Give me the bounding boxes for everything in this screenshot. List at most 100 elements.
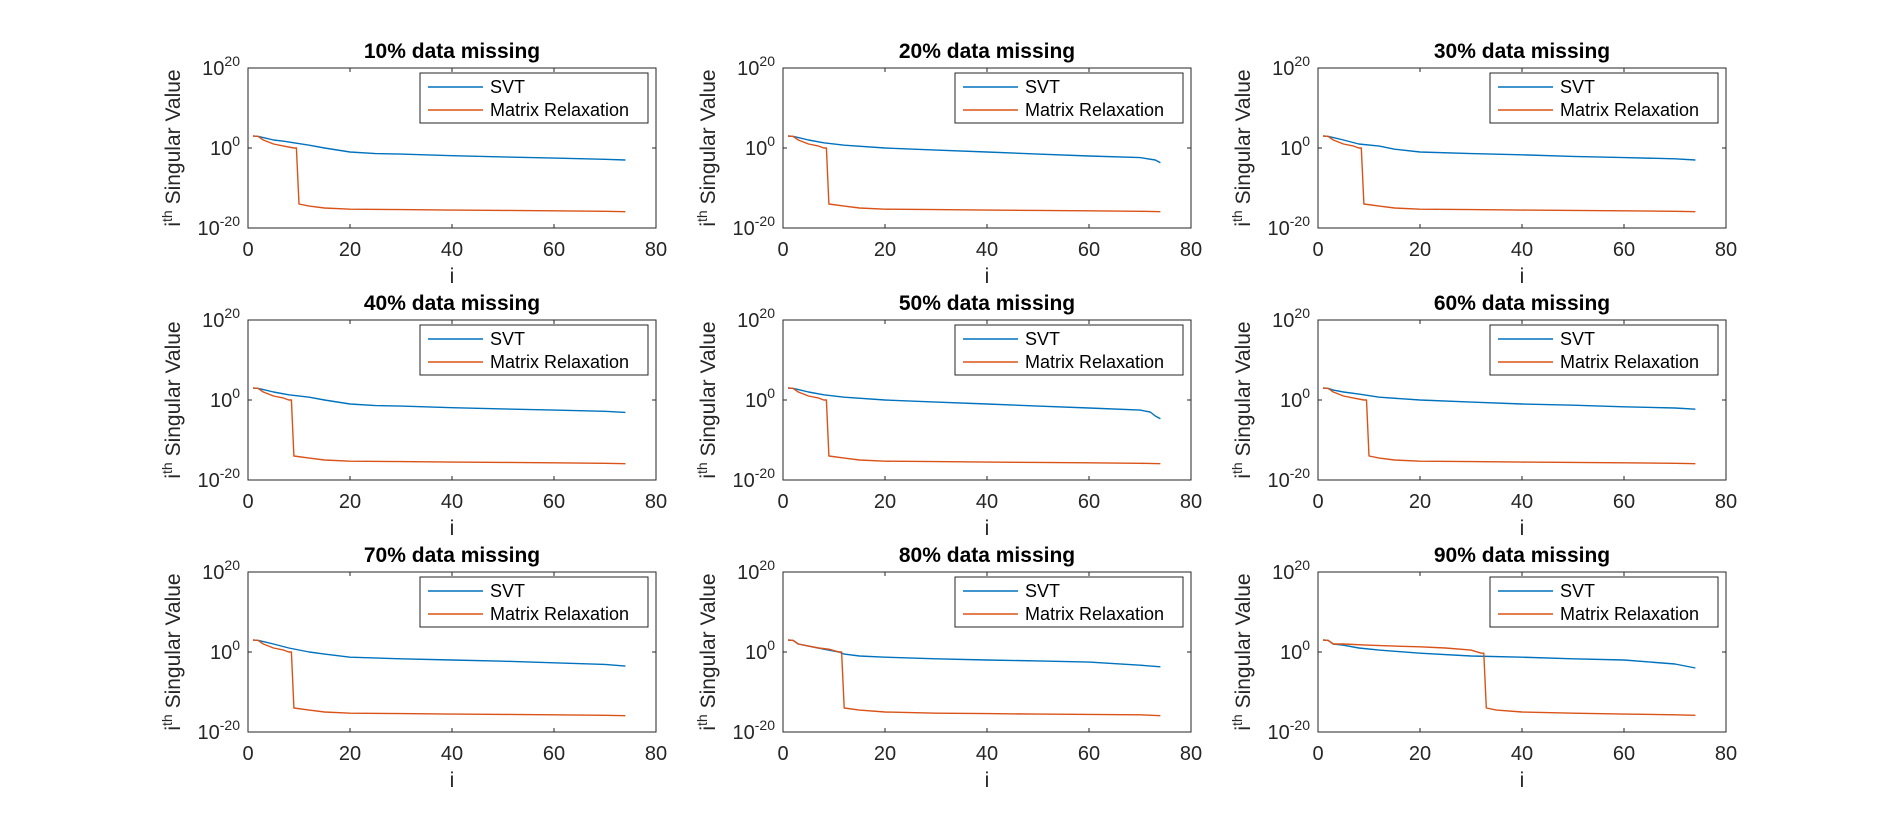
y-tick-label: 100 (210, 637, 240, 664)
y-tick-label: 100 (210, 133, 240, 160)
x-tick-label: 40 (976, 491, 998, 513)
legend: SVT Matrix Relaxation (954, 324, 1184, 376)
series-line-matrix-relaxation (788, 639, 1161, 717)
y-tick-label: 10-20 (198, 465, 241, 492)
legend: SVT Matrix Relaxation (1489, 72, 1719, 124)
y-tick-label: 1020 (737, 557, 775, 584)
y-tick-label: 100 (745, 385, 775, 412)
x-tick-label: 80 (1715, 491, 1737, 513)
legend: SVT Matrix Relaxation (419, 576, 649, 628)
y-axis-label: ith Singular Value (694, 321, 720, 478)
y-tick-label: 10-20 (733, 465, 776, 492)
legend-label: SVT (1025, 329, 1060, 349)
x-tick-label: 40 (441, 743, 463, 765)
subplot-1: 0 20 40 60 80 1020 100 10-20 10% data missing i it… (159, 40, 667, 288)
subplot-title: 40% data missing (364, 292, 540, 315)
subplot-7: 0 20 40 60 80 1020 100 10-20 70% data missing i it… (159, 544, 667, 792)
subplot-3: 0 20 40 60 80 1020 100 10-20 30% data missing i it… (1229, 40, 1737, 288)
series-line-matrix-relaxation (1323, 135, 1696, 213)
x-tick-label: 20 (874, 239, 896, 261)
x-tick-label: 60 (1613, 239, 1635, 261)
x-tick-label: 20 (339, 239, 361, 261)
series-line-matrix-relaxation (788, 135, 1161, 213)
x-tick-label: 60 (543, 491, 565, 513)
y-axis-label: ith Singular Value (694, 573, 720, 730)
y-tick-label: 10-20 (733, 717, 776, 744)
x-axis-label: i (450, 769, 455, 792)
x-tick-label: 80 (1180, 743, 1202, 765)
series-line-matrix-relaxation (253, 387, 626, 465)
legend-label: SVT (1560, 77, 1595, 97)
legend: SVT Matrix Relaxation (954, 72, 1184, 124)
x-tick-label: 40 (976, 239, 998, 261)
x-tick-label: 80 (1715, 743, 1737, 765)
x-tick-label: 0 (1312, 239, 1323, 261)
legend-label: Matrix Relaxation (1025, 604, 1164, 624)
x-tick-label: 80 (1180, 491, 1202, 513)
x-tick-label: 80 (645, 239, 667, 261)
series-line-svt (1323, 387, 1696, 410)
x-tick-label: 80 (1715, 239, 1737, 261)
y-tick-label: 10-20 (198, 717, 241, 744)
subplot-2: 0 20 40 60 80 1020 100 10-20 20% data missing i it… (694, 40, 1202, 288)
subplot-5: 0 20 40 60 80 1020 100 10-20 50% data missing i it… (694, 292, 1202, 540)
series-line-matrix-relaxation (788, 387, 1161, 465)
y-tick-label: 10-20 (1268, 717, 1311, 744)
x-tick-label: 60 (1613, 743, 1635, 765)
legend-label: SVT (1025, 77, 1060, 97)
legend-label: Matrix Relaxation (1560, 100, 1699, 120)
y-tick-label: 1020 (202, 557, 240, 584)
y-axis-label: ith Singular Value (159, 321, 185, 478)
legend-label: SVT (1025, 581, 1060, 601)
y-tick-label: 100 (745, 133, 775, 160)
series-line-matrix-relaxation (1323, 387, 1696, 465)
y-tick-label: 1020 (1272, 305, 1310, 332)
x-tick-label: 80 (1180, 239, 1202, 261)
x-tick-label: 40 (1511, 743, 1533, 765)
legend-label: SVT (1560, 581, 1595, 601)
x-tick-label: 60 (543, 239, 565, 261)
series-line-matrix-relaxation (1323, 639, 1696, 716)
y-axis-label: ith Singular Value (694, 69, 720, 226)
subplot-title: 50% data missing (899, 292, 1075, 315)
x-tick-label: 60 (1078, 743, 1100, 765)
y-tick-label: 10-20 (1268, 213, 1311, 240)
series-line-svt (788, 387, 1161, 420)
legend: SVT Matrix Relaxation (1489, 324, 1719, 376)
y-tick-label: 100 (210, 385, 240, 412)
subplot-title: 10% data missing (364, 40, 540, 63)
x-tick-label: 60 (543, 743, 565, 765)
series-line-svt (253, 387, 626, 414)
x-axis-label: i (450, 265, 455, 288)
legend-box (419, 72, 649, 124)
legend-label: Matrix Relaxation (1025, 100, 1164, 120)
legend-box (1489, 72, 1719, 124)
x-tick-label: 40 (441, 239, 463, 261)
x-tick-label: 60 (1078, 239, 1100, 261)
subplot-title: 20% data missing (899, 40, 1075, 63)
x-tick-label: 20 (1409, 491, 1431, 513)
x-tick-label: 0 (242, 743, 253, 765)
y-axis-label: ith Singular Value (159, 69, 185, 226)
legend-label: Matrix Relaxation (490, 604, 629, 624)
y-tick-label: 1020 (1272, 53, 1310, 80)
subplot-title: 70% data missing (364, 544, 540, 567)
x-tick-label: 40 (441, 491, 463, 513)
series-line-svt (253, 135, 626, 161)
legend-label: SVT (490, 77, 525, 97)
legend-label: Matrix Relaxation (1560, 352, 1699, 372)
y-tick-label: 100 (1280, 385, 1310, 412)
legend-box (1489, 324, 1719, 376)
subplot-title: 30% data missing (1434, 40, 1610, 63)
y-tick-label: 1020 (737, 305, 775, 332)
y-tick-label: 1020 (202, 53, 240, 80)
x-axis-label: i (985, 265, 990, 288)
y-tick-label: 100 (1280, 637, 1310, 664)
subplot-title: 90% data missing (1434, 544, 1610, 567)
legend-box (954, 576, 1184, 628)
y-tick-label: 10-20 (1268, 465, 1311, 492)
legend-box (419, 576, 649, 628)
subplot-9: 0 20 40 60 80 1020 100 10-20 90% data missing i it… (1229, 544, 1737, 792)
legend: SVT Matrix Relaxation (1489, 576, 1719, 628)
y-tick-label: 1020 (1272, 557, 1310, 584)
